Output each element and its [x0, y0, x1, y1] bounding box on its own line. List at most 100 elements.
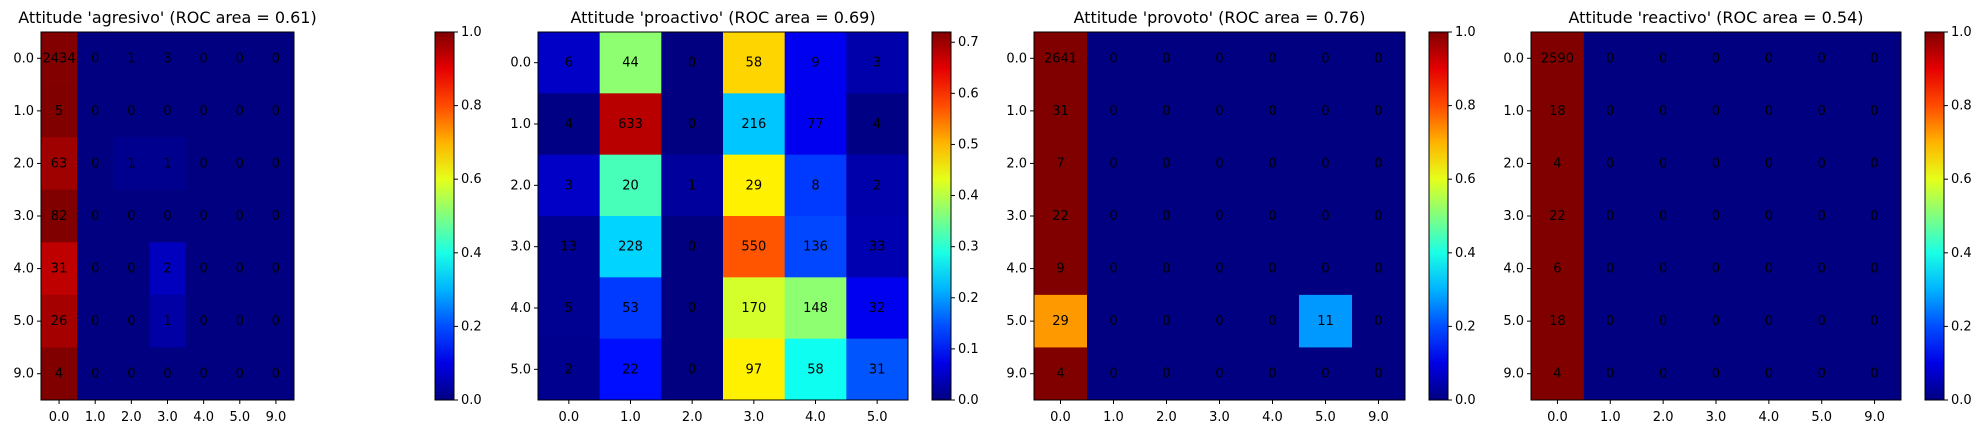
heatmap-cell — [185, 347, 223, 401]
cell-count-label: 0 — [1374, 209, 1382, 224]
heatmap-cell — [185, 294, 223, 348]
x-tick-label: 9.0 — [266, 410, 287, 425]
heatmap-cell — [784, 32, 847, 94]
y-tick-label: 3.0 — [510, 240, 531, 255]
heatmap-cell — [113, 84, 150, 138]
heatmap-cell — [1140, 242, 1194, 296]
y-tick-label: 5.0 — [1503, 314, 1524, 329]
heatmap-cell — [1583, 137, 1638, 191]
heatmap-cell — [723, 154, 786, 217]
heatmap-cell — [1583, 242, 1638, 296]
cell-count-label: 44 — [622, 56, 639, 71]
y-tick-label: 0.0 — [1006, 51, 1027, 66]
heatmap-cell — [221, 137, 259, 191]
x-tick-label: 0.0 — [1050, 410, 1071, 425]
cell-count-label: 0 — [1870, 367, 1878, 382]
cell-count-label: 31 — [1052, 104, 1069, 119]
cell-count-label: 63 — [51, 156, 68, 171]
heatmap-cell — [661, 216, 724, 278]
heatmap-cell — [1848, 32, 1902, 86]
x-tick-label: 2.0 — [1156, 410, 1177, 425]
heatmap-cell — [846, 154, 909, 217]
x-tick-label: 4.0 — [1262, 410, 1283, 425]
cell-count-label: 0 — [127, 367, 135, 382]
y-tick-label: 9.0 — [1006, 367, 1027, 382]
heatmap-cell — [77, 347, 114, 401]
heatmap-cell — [1583, 347, 1638, 401]
cell-count-label: 0 — [1606, 156, 1614, 171]
colorbar-tick-label: 0.1 — [958, 342, 979, 357]
heatmap-cell — [1848, 189, 1902, 243]
heatmap-cell — [1795, 242, 1849, 296]
x-tick-label: 9.0 — [1864, 410, 1885, 425]
x-tick-label: 3.0 — [1706, 410, 1727, 425]
heatmap-cell — [1689, 294, 1743, 348]
cell-count-label: 9 — [811, 56, 819, 71]
heatmap-cell — [1689, 32, 1743, 86]
heatmap-cell — [1531, 84, 1585, 138]
heatmap-cell — [599, 93, 662, 156]
heatmap-cell — [599, 216, 662, 278]
heatmap-cell — [1636, 32, 1691, 86]
cell-count-label: 0 — [1818, 209, 1826, 224]
colorbar-tick-label: 0.8 — [1455, 99, 1476, 114]
heatmap-cell — [1795, 347, 1849, 401]
x-tick-label: 5.0 — [867, 410, 888, 425]
x-tick-label: 3.0 — [157, 410, 178, 425]
heatmap-cell — [1299, 137, 1353, 191]
cell-count-label: 3 — [565, 178, 573, 193]
x-tick-label: 4.0 — [193, 410, 214, 425]
y-tick-label: 2.0 — [510, 178, 531, 193]
colorbar-tick-label: 0.2 — [1455, 319, 1476, 334]
heatmap-cell — [784, 216, 847, 278]
cell-count-label: 0 — [1374, 156, 1382, 171]
cell-count-label: 0 — [200, 314, 208, 329]
colorbar-tick-label: 0.6 — [1951, 172, 1972, 187]
cell-count-label: 4 — [873, 117, 881, 132]
heatmap-cell — [1742, 189, 1796, 243]
heatmap-cell — [77, 84, 114, 138]
cell-count-label: 228 — [618, 240, 643, 255]
cell-count-label: 0 — [272, 209, 280, 224]
cell-count-label: 0 — [91, 367, 99, 382]
heatmap-cell — [1352, 347, 1406, 401]
y-tick-label: 1.0 — [510, 117, 531, 132]
heatmap-cell — [846, 32, 909, 94]
x-tick-label: 0.0 — [558, 410, 579, 425]
y-tick-label: 3.0 — [1503, 209, 1524, 224]
x-tick-label: 0.0 — [49, 410, 70, 425]
heatmap-cell — [599, 32, 662, 94]
heatmap-cell — [1689, 84, 1743, 138]
heatmap-cell — [77, 242, 114, 296]
heatmap-cell — [1299, 32, 1353, 86]
heatmap-cell — [1689, 137, 1743, 191]
cell-count-label: 0 — [1712, 367, 1720, 382]
colorbar-tick-label: 0.5 — [958, 137, 979, 152]
cell-count-label: 22 — [622, 362, 639, 377]
cell-count-label: 3 — [873, 56, 881, 71]
heatmap-cell — [538, 277, 601, 340]
cell-count-label: 0 — [1659, 314, 1667, 329]
x-tick-label: 9.0 — [1368, 410, 1389, 425]
cell-count-label: 0 — [272, 262, 280, 277]
heatmap-cell — [1193, 242, 1247, 296]
heatmap-cell — [599, 338, 662, 401]
colorbar — [434, 31, 455, 401]
y-tick-label: 1.0 — [1503, 104, 1524, 119]
cell-count-label: 0 — [688, 301, 696, 316]
heatmap-cell — [41, 189, 78, 243]
y-tick-label: 0.0 — [13, 51, 34, 66]
heatmap-cell — [149, 32, 187, 86]
colorbar-tick-label: 0.0 — [1951, 393, 1972, 408]
heatmap-cell — [1636, 84, 1691, 138]
colorbar-tick-label: 1.0 — [461, 25, 482, 40]
heatmap-cell — [1193, 32, 1247, 86]
heatmap-cell — [538, 32, 601, 94]
heatmap-cell — [1689, 189, 1743, 243]
heatmap-cell — [1087, 347, 1141, 401]
cell-count-label: 0 — [1321, 209, 1329, 224]
heatmap-cell — [149, 137, 187, 191]
heatmap-cell — [77, 294, 114, 348]
cell-count-label: 0 — [1268, 209, 1276, 224]
cell-count-label: 7 — [1056, 156, 1064, 171]
